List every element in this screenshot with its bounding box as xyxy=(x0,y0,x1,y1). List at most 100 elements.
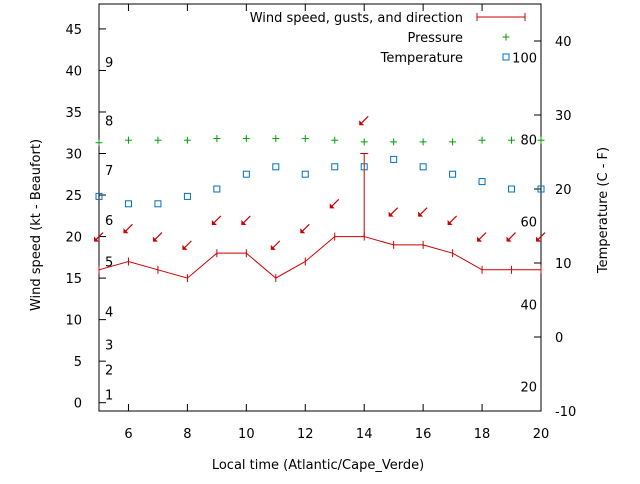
x-tick-label: 8 xyxy=(183,427,191,442)
wind-direction-arrow-head xyxy=(477,236,483,242)
series-group xyxy=(94,115,546,283)
wind-direction-arrow xyxy=(447,215,458,225)
tick-group: 6 8 10 12 14 16 18 20051015202530354045-1001020… xyxy=(65,4,576,442)
beaufort-label: 9 xyxy=(105,56,113,71)
x-tick-label: 10 xyxy=(238,427,255,442)
y2-tick-label: 10 xyxy=(555,257,572,272)
y-tick-label: 10 xyxy=(65,314,82,329)
pressure-point xyxy=(331,136,339,144)
wind-direction-arrow xyxy=(477,232,487,242)
temperature-point xyxy=(360,163,368,171)
pressure-point xyxy=(242,135,250,143)
wind-direction-arrow-head xyxy=(270,244,276,250)
wind-direction-arrow-head xyxy=(536,236,541,242)
wind-direction-arrow xyxy=(506,232,516,242)
wind-direction-arrow xyxy=(536,232,546,242)
pressure-point xyxy=(272,135,280,143)
wind-direction-arrow-head xyxy=(152,236,158,242)
temperature-point xyxy=(242,170,250,178)
wind-direction-arrow-head xyxy=(94,236,99,242)
y2-tick-label: 40 xyxy=(555,35,572,50)
y-tick-label: 0 xyxy=(74,397,82,412)
y2-axis-title: Temperature (C - F) xyxy=(596,147,611,274)
pressure-point xyxy=(449,138,457,146)
y-tick-label: 40 xyxy=(65,64,82,79)
fahrenheit-label: 80 xyxy=(520,133,537,148)
pressure-point xyxy=(537,136,545,144)
x-tick-label: 14 xyxy=(356,427,373,442)
temperature-point xyxy=(331,163,339,171)
pressure-point xyxy=(124,136,132,144)
wind-direction-arrow-head xyxy=(506,236,512,242)
beaufort-label: 1 xyxy=(105,388,113,403)
wind-direction-arrow-head xyxy=(211,219,217,225)
y-tick-label: 20 xyxy=(65,231,82,246)
wind-direction-arrow-head xyxy=(329,203,335,209)
y2-tick-label: -10 xyxy=(555,405,576,420)
temperature-point xyxy=(537,185,545,193)
pressure-point xyxy=(478,136,486,144)
plot-frame-group xyxy=(98,3,542,412)
wind-direction-arrow-head xyxy=(123,228,129,234)
y-tick-label: 15 xyxy=(65,272,82,287)
wind-direction-arrow xyxy=(359,115,369,126)
y-tick-label: 35 xyxy=(65,106,82,121)
y-tick-label: 30 xyxy=(65,148,82,163)
temperature-point xyxy=(478,178,486,186)
y-tick-label: 45 xyxy=(65,23,82,38)
temperature-point xyxy=(154,200,162,208)
wind-direction-arrow xyxy=(182,240,192,250)
pressure-point xyxy=(213,135,221,143)
fahrenheit-label: 40 xyxy=(520,298,537,313)
wind-direction-arrow-head xyxy=(241,219,247,225)
wind-direction-arrow-head xyxy=(418,211,424,217)
plot-frame xyxy=(98,3,542,412)
wind-direction-arrow xyxy=(211,215,222,225)
legend-label: Temperature xyxy=(380,51,463,66)
temperature-point xyxy=(213,185,221,193)
wind-direction-arrow xyxy=(329,198,340,209)
x-tick-label: 18 xyxy=(474,427,491,442)
beaufort-label: 4 xyxy=(105,305,113,320)
pressure-point xyxy=(390,138,398,146)
wind-direction-arrow xyxy=(241,215,251,225)
beaufort-label: 5 xyxy=(105,255,113,270)
legend-symbol-temperature xyxy=(502,53,510,61)
temperature-point xyxy=(272,163,280,171)
temperature-point xyxy=(301,170,309,178)
temperature-point xyxy=(124,200,132,208)
wind-direction-arrow-head xyxy=(300,228,306,234)
x-tick-label: 20 xyxy=(533,427,550,442)
wind-direction-arrow-head xyxy=(182,244,188,250)
legend: Wind speed, gusts, and direction Pressure… xyxy=(250,11,526,66)
pressure-point xyxy=(301,135,309,143)
pressure-point xyxy=(95,139,103,147)
wind-direction-arrow xyxy=(123,223,133,234)
beaufort-label: 2 xyxy=(105,363,113,378)
temperature-point xyxy=(419,163,427,171)
wind-direction-arrow xyxy=(388,207,399,217)
y2-tick-label: 20 xyxy=(555,183,572,198)
y-tick-label: 5 xyxy=(74,355,82,370)
wind-speed-line xyxy=(98,236,541,279)
wind-direction-arrow xyxy=(152,232,163,242)
y2-tick-label: 30 xyxy=(555,109,572,124)
beaufort-label: 6 xyxy=(105,214,113,229)
beaufort-label: 3 xyxy=(105,339,113,354)
temperature-point xyxy=(95,192,103,200)
y-axis-title: Wind speed (kt - Beaufort) xyxy=(29,139,44,311)
beaufort-label: 8 xyxy=(105,114,113,129)
wind-direction-arrow xyxy=(300,223,310,234)
beaufort-label: 7 xyxy=(105,164,113,179)
temperature-point xyxy=(390,155,398,163)
pressure-point xyxy=(183,136,191,144)
wind-direction-arrow-head xyxy=(447,219,453,225)
y-tick-label: 25 xyxy=(65,189,82,204)
fahrenheit-label: 60 xyxy=(520,216,537,231)
y2-tick-label: 0 xyxy=(555,331,563,346)
x-tick-label: 6 xyxy=(124,427,132,442)
wind-direction-arrow-head xyxy=(359,120,365,126)
pressure-point xyxy=(154,136,162,144)
